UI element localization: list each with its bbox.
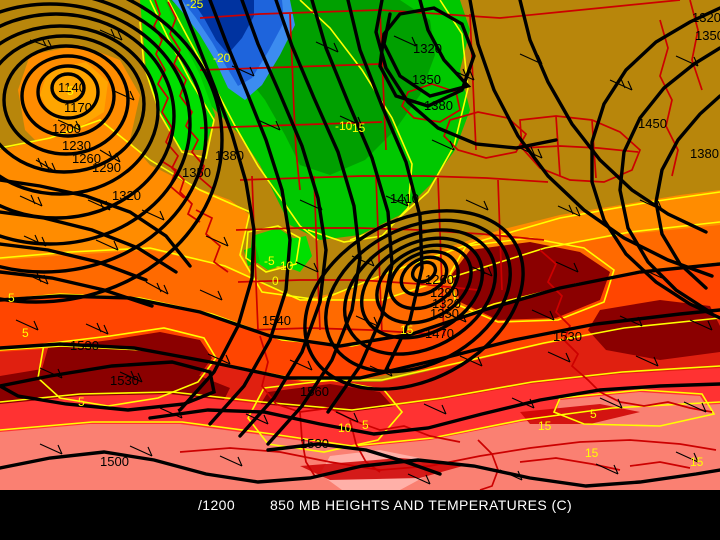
- height-contour-label: 1290: [92, 160, 121, 175]
- temperature-isotherm-label: -10: [335, 119, 353, 133]
- height-contour-label: 1450: [638, 116, 667, 131]
- height-contour-label: 1560: [300, 384, 329, 399]
- height-contour-label: 1350: [412, 72, 441, 87]
- temperature-isotherm-label: 15: [585, 446, 599, 460]
- temperature-isotherm-label: 5: [22, 326, 29, 340]
- temperature-isotherm-label: 15: [690, 455, 704, 469]
- height-contour-label: 1320: [432, 296, 461, 311]
- temperature-isotherm-label: 5: [362, 418, 369, 432]
- height-contour-label: 1410: [390, 191, 419, 206]
- height-contour-label: 1540: [262, 313, 291, 328]
- height-contour-lines: [0, 0, 720, 488]
- shade-band-m30: [192, 0, 254, 54]
- height-contour-label: 1260: [425, 272, 454, 287]
- temperature-isotherm-label: 5: [590, 407, 597, 421]
- map-panel[interactable]: 1140 1170 1200 1230 1260 1290 1320 1350 1380 1320…: [0, 0, 720, 490]
- height-contour-label: 1170: [64, 100, 92, 115]
- height-contour-label: 1380: [215, 148, 244, 163]
- height-contour-label: 1320: [692, 10, 720, 25]
- temperature-isotherm-label: 15: [400, 323, 414, 337]
- temperature-isotherm-label: -15: [348, 121, 366, 135]
- height-contour-label: 1140: [58, 80, 86, 95]
- 850mb-analysis-chart[interactable]: 1140117012001230126012901320135013801320…: [0, 0, 720, 490]
- height-contour-label: 1350: [695, 28, 720, 43]
- height-contour-label: 1230: [62, 138, 91, 153]
- height-contour-label: 1320: [112, 188, 141, 203]
- temperature-isotherm-label: 5: [8, 291, 15, 305]
- height-contour-label: 1290: [430, 285, 459, 300]
- temperature-isotherm-label: 0: [272, 274, 279, 288]
- chart-title-label: 850 MB HEIGHTS AND TEMPERATURES (C): [270, 497, 573, 513]
- temperature-isotherm-label: 5: [78, 395, 85, 409]
- shade-band-30-east: [452, 242, 610, 320]
- cycle-time-label: /1200: [198, 497, 236, 513]
- temperature-isotherm-label: -5: [264, 254, 275, 268]
- height-contour-label: 1320: [413, 41, 442, 56]
- height-contour-label: 1200: [52, 121, 81, 136]
- temperature-isotherm-label: -25: [186, 0, 204, 11]
- height-contour-label: 1530: [300, 436, 329, 451]
- height-contour-label: 1350: [182, 165, 211, 180]
- height-contour-label: 1530: [70, 338, 99, 353]
- height-contour-label: 1380: [424, 98, 453, 113]
- height-contour-label: 1380: [690, 146, 719, 161]
- temperature-isotherm-label: -10: [276, 259, 294, 273]
- temperature-isotherm-label: 5: [67, 84, 74, 98]
- height-contour-label: 1530: [110, 373, 139, 388]
- temperature-isotherm-label: 15: [538, 419, 552, 433]
- height-contour-label: 1530: [553, 329, 582, 344]
- height-contour-label: 1350: [430, 306, 459, 321]
- height-contour-labels: 1140117012001230126012901320135013801320…: [52, 10, 720, 469]
- temperature-isotherm-label: -20: [213, 51, 231, 65]
- height-contour-label: 1470: [425, 326, 454, 341]
- height-contour-label: 1260: [72, 151, 101, 166]
- wind-barbs: [15, 28, 713, 485]
- caption-bar: /1200 850 MB HEIGHTS AND TEMPERATURES (C…: [0, 490, 720, 540]
- height-contour-label: 1500: [100, 454, 129, 469]
- temperature-isotherm-label: 10: [338, 421, 352, 435]
